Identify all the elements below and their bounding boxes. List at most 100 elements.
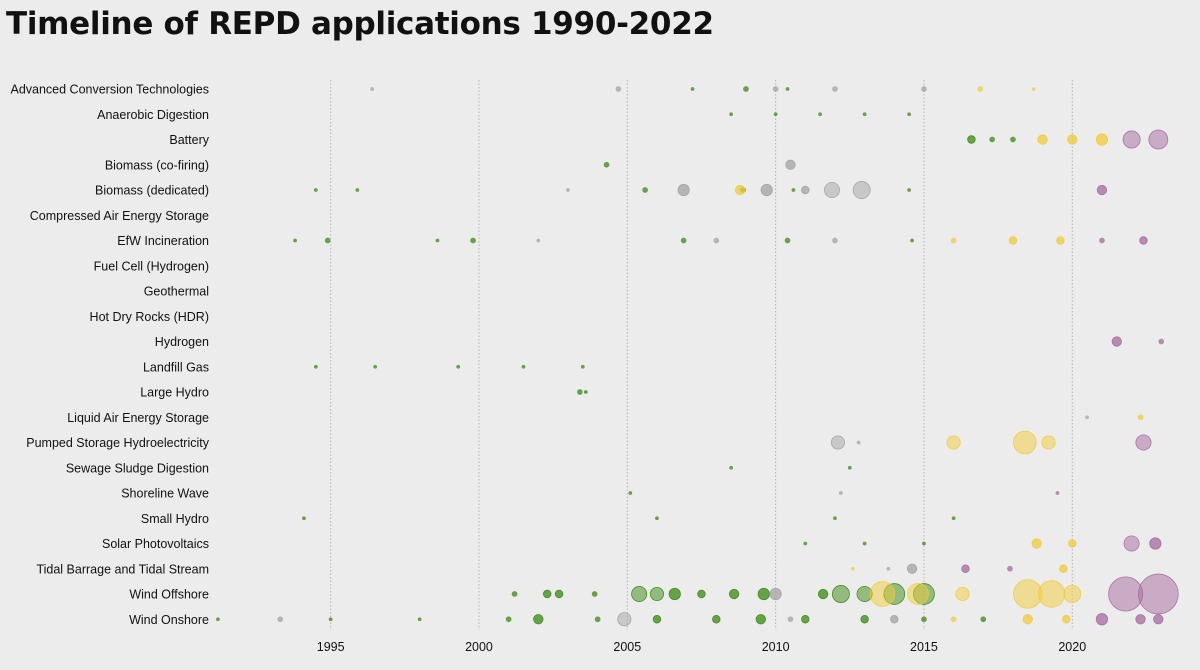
data-point <box>1062 615 1071 624</box>
x-tick-label: 2010 <box>762 640 790 654</box>
data-point <box>847 465 852 470</box>
x-tick-label: 1995 <box>317 640 345 654</box>
data-point <box>862 541 867 546</box>
data-point <box>1139 236 1148 245</box>
data-point <box>946 435 961 450</box>
data-point <box>906 563 918 574</box>
category-label: Advanced Conversion Technologies <box>10 83 209 97</box>
data-point <box>1095 613 1109 626</box>
data-point <box>831 585 850 603</box>
data-point <box>838 491 843 495</box>
data-point <box>1067 134 1078 145</box>
data-point <box>862 112 867 117</box>
data-point <box>921 86 927 92</box>
data-point <box>785 87 790 91</box>
data-point <box>869 581 896 607</box>
data-point <box>216 617 220 622</box>
data-point <box>1122 130 1141 149</box>
data-point <box>536 238 541 243</box>
data-point <box>1056 236 1065 245</box>
data-point <box>328 617 333 622</box>
data-point <box>655 516 659 521</box>
data-point <box>1099 237 1105 244</box>
data-point <box>533 614 544 625</box>
data-point <box>729 112 734 117</box>
data-point <box>373 364 378 369</box>
data-point <box>961 564 970 573</box>
data-point <box>977 86 984 92</box>
data-point <box>591 591 598 597</box>
data-point <box>910 238 914 243</box>
data-point <box>784 237 791 244</box>
data-point <box>580 364 585 369</box>
data-point <box>1096 184 1108 196</box>
x-tick-label: 2015 <box>910 640 938 654</box>
data-point <box>642 187 648 193</box>
data-point <box>1111 336 1122 347</box>
data-point <box>823 181 840 198</box>
data-point <box>755 614 766 625</box>
data-point <box>628 491 633 495</box>
data-point <box>1008 236 1018 245</box>
category-label: Hydrogen <box>155 335 209 349</box>
data-point <box>417 617 422 622</box>
data-point <box>1031 87 1036 91</box>
data-point <box>583 390 588 394</box>
data-point <box>801 185 810 195</box>
data-point <box>967 135 976 144</box>
data-point <box>435 238 440 243</box>
data-point <box>734 184 746 196</box>
data-point <box>690 87 695 91</box>
x-tick-label: 2005 <box>613 640 641 654</box>
data-point <box>791 188 796 192</box>
data-point <box>907 188 912 192</box>
data-point <box>1123 535 1140 552</box>
data-point <box>830 435 845 450</box>
data-point <box>769 587 782 601</box>
data-point <box>1055 491 1060 495</box>
data-point <box>955 586 970 602</box>
data-point <box>1037 134 1048 145</box>
data-point <box>649 586 665 602</box>
data-point <box>554 589 564 599</box>
data-point <box>850 566 855 571</box>
data-point <box>324 237 331 244</box>
gridlines <box>330 80 1073 630</box>
data-point <box>922 541 926 546</box>
x-tick-label: 2000 <box>465 640 493 654</box>
category-label: Wind Offshore <box>129 588 209 602</box>
data-point <box>1013 430 1037 455</box>
data-point <box>1037 580 1066 608</box>
data-point <box>313 188 318 192</box>
data-point <box>772 86 779 92</box>
data-point <box>1158 338 1165 345</box>
data-point <box>370 87 375 91</box>
data-point <box>1137 573 1179 615</box>
data-point <box>1010 136 1016 143</box>
data-point <box>313 364 318 369</box>
data-point <box>950 237 957 244</box>
data-point <box>355 188 360 192</box>
data-point <box>1108 576 1144 612</box>
data-point <box>989 136 996 143</box>
data-point <box>773 112 778 117</box>
data-point <box>521 364 526 369</box>
category-label: Anaerobic Digestion <box>97 108 209 122</box>
data-point <box>511 591 518 597</box>
data-point <box>801 615 810 624</box>
data-point <box>456 364 461 369</box>
data-point <box>860 615 869 624</box>
category-label: Landfill Gas <box>143 360 209 374</box>
data-point <box>907 583 929 605</box>
data-point <box>1031 538 1042 549</box>
data-point <box>615 86 622 92</box>
data-point <box>818 112 823 117</box>
data-point <box>1059 564 1068 573</box>
data-point <box>787 616 794 623</box>
data-point <box>277 616 284 623</box>
data-point <box>1095 133 1109 146</box>
x-tick-labels: 1995 2000 2005 2010 2015 2020 <box>317 640 1086 654</box>
category-label: Large Hydro <box>140 386 209 400</box>
x-tick-label: 2020 <box>1058 640 1086 654</box>
data-point <box>785 159 796 170</box>
